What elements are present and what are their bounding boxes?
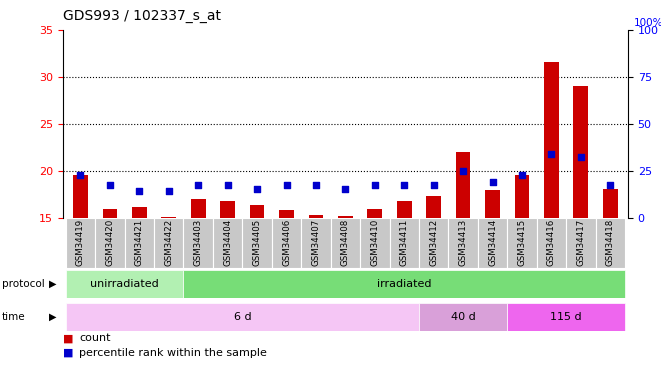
Text: 115 d: 115 d — [551, 312, 582, 322]
Text: time: time — [2, 312, 26, 322]
Text: irradiated: irradiated — [377, 279, 432, 289]
Bar — [309, 214, 323, 217]
Text: GSM34421: GSM34421 — [135, 219, 144, 266]
Bar — [574, 86, 588, 218]
Text: GSM34422: GSM34422 — [165, 219, 173, 266]
Point — [487, 179, 498, 185]
Text: GSM34408: GSM34408 — [341, 219, 350, 266]
FancyBboxPatch shape — [507, 303, 625, 331]
Bar — [485, 190, 500, 217]
Point — [399, 182, 410, 188]
FancyBboxPatch shape — [125, 217, 154, 268]
Text: GSM34413: GSM34413 — [459, 219, 467, 266]
Text: ▶: ▶ — [49, 312, 56, 322]
Text: GSM34406: GSM34406 — [282, 219, 291, 266]
Text: GSM34417: GSM34417 — [576, 219, 586, 266]
FancyBboxPatch shape — [360, 217, 389, 268]
Text: 40 d: 40 d — [451, 312, 475, 322]
FancyBboxPatch shape — [478, 217, 507, 268]
Text: GSM34414: GSM34414 — [488, 219, 497, 266]
Text: GSM34405: GSM34405 — [253, 219, 262, 266]
Point — [546, 151, 557, 157]
Bar — [338, 216, 353, 217]
Text: protocol: protocol — [2, 279, 45, 289]
FancyBboxPatch shape — [537, 217, 566, 268]
FancyBboxPatch shape — [448, 217, 478, 268]
FancyBboxPatch shape — [272, 217, 301, 268]
Text: GSM34418: GSM34418 — [605, 219, 615, 266]
Text: GSM34416: GSM34416 — [547, 219, 556, 266]
FancyBboxPatch shape — [301, 217, 330, 268]
Text: GSM34412: GSM34412 — [429, 219, 438, 266]
FancyBboxPatch shape — [184, 217, 213, 268]
FancyBboxPatch shape — [419, 217, 448, 268]
Bar — [544, 62, 559, 217]
Point — [104, 182, 115, 188]
Bar — [279, 210, 294, 218]
Bar — [250, 206, 264, 218]
Point — [605, 182, 615, 188]
FancyBboxPatch shape — [566, 217, 596, 268]
Text: ▶: ▶ — [49, 279, 56, 289]
Bar — [73, 176, 88, 217]
Bar — [455, 152, 471, 217]
Bar — [397, 201, 412, 217]
Text: unirradiated: unirradiated — [91, 279, 159, 289]
Bar — [426, 196, 441, 217]
Bar — [191, 199, 206, 217]
Point — [576, 154, 586, 160]
Text: GSM34403: GSM34403 — [194, 219, 203, 266]
Text: GSM34420: GSM34420 — [105, 219, 114, 266]
FancyBboxPatch shape — [184, 270, 625, 298]
Text: ■: ■ — [63, 333, 73, 343]
FancyBboxPatch shape — [243, 217, 272, 268]
Point — [428, 182, 439, 188]
FancyBboxPatch shape — [65, 217, 95, 268]
Text: 100%: 100% — [634, 18, 661, 28]
Bar — [603, 189, 617, 217]
Point — [458, 168, 469, 174]
Point — [340, 186, 350, 192]
Bar — [368, 209, 382, 218]
Text: ■: ■ — [63, 348, 73, 357]
FancyBboxPatch shape — [507, 217, 537, 268]
Point — [369, 182, 380, 188]
Point — [134, 188, 145, 194]
Text: GDS993 / 102337_s_at: GDS993 / 102337_s_at — [63, 9, 221, 23]
Text: GSM34415: GSM34415 — [518, 219, 526, 266]
Point — [311, 182, 321, 188]
FancyBboxPatch shape — [389, 217, 419, 268]
FancyBboxPatch shape — [154, 217, 184, 268]
FancyBboxPatch shape — [95, 217, 125, 268]
FancyBboxPatch shape — [213, 217, 243, 268]
Point — [163, 188, 174, 194]
Text: 6 d: 6 d — [233, 312, 251, 322]
Text: GSM34410: GSM34410 — [370, 219, 379, 266]
Bar — [102, 209, 117, 218]
Point — [222, 182, 233, 188]
Point — [281, 182, 292, 188]
Bar — [132, 207, 147, 218]
Text: percentile rank within the sample: percentile rank within the sample — [79, 348, 267, 357]
Text: count: count — [79, 333, 111, 343]
FancyBboxPatch shape — [419, 303, 507, 331]
FancyBboxPatch shape — [596, 217, 625, 268]
Point — [252, 186, 262, 192]
Text: GSM34407: GSM34407 — [311, 219, 321, 266]
Text: GSM34419: GSM34419 — [76, 219, 85, 266]
Text: GSM34411: GSM34411 — [400, 219, 408, 266]
Bar — [515, 176, 529, 217]
Text: GSM34404: GSM34404 — [223, 219, 232, 266]
FancyBboxPatch shape — [330, 217, 360, 268]
Bar — [220, 201, 235, 217]
FancyBboxPatch shape — [65, 303, 419, 331]
Point — [517, 172, 527, 178]
Point — [193, 182, 204, 188]
Point — [75, 172, 86, 178]
FancyBboxPatch shape — [65, 270, 184, 298]
